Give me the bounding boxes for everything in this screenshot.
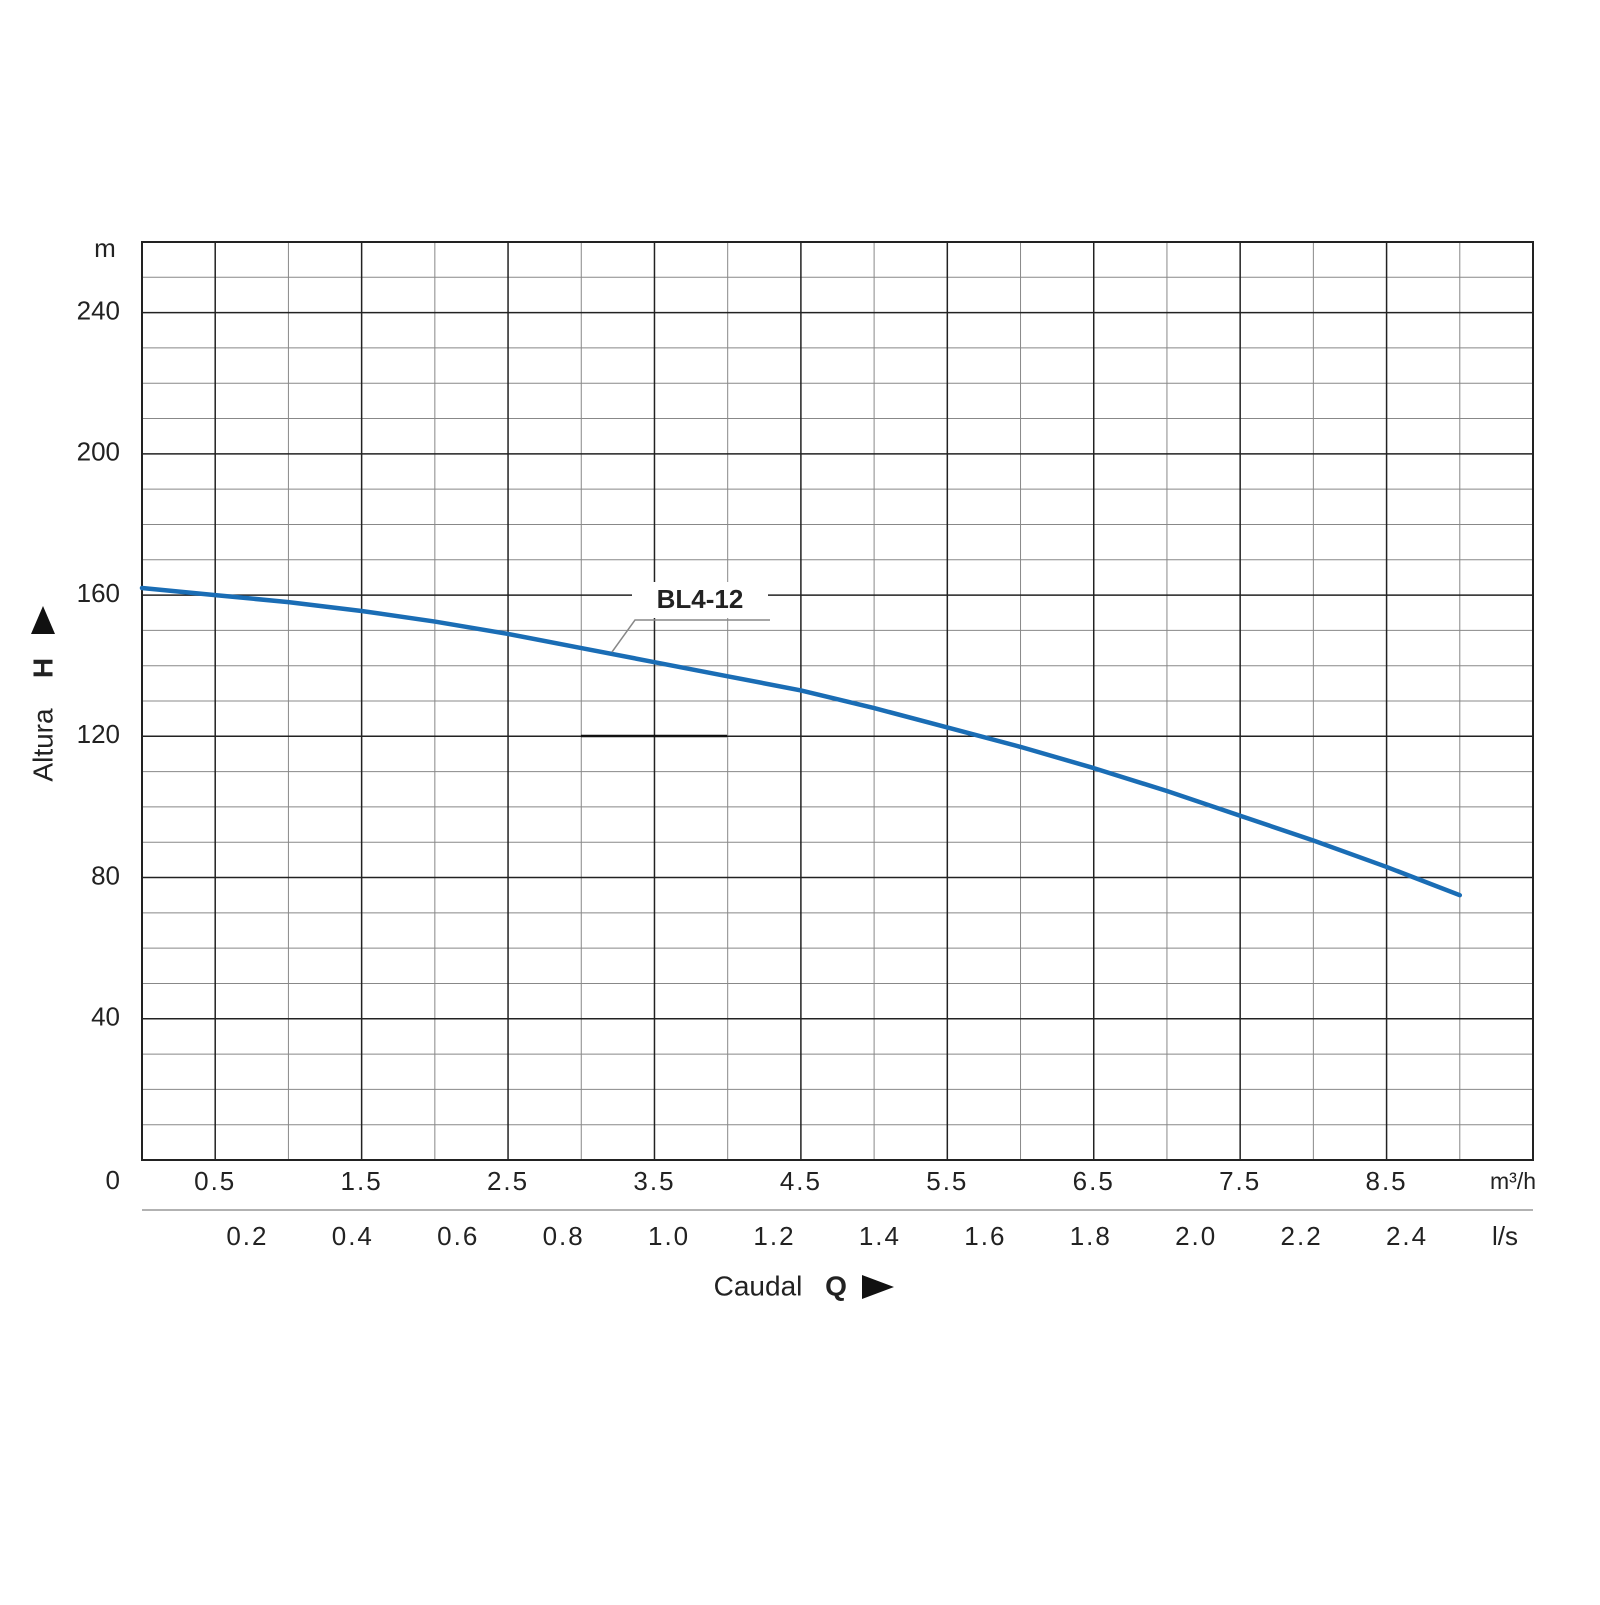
- y-tick-label: 200: [77, 437, 120, 467]
- x2-tick-label: 1.6: [964, 1221, 1006, 1251]
- x-axis-label: Caudal: [714, 1270, 803, 1301]
- curve: [139, 585, 1463, 898]
- y-tick-label: 240: [77, 295, 120, 325]
- y-unit: m: [94, 233, 116, 263]
- x2-tick-label: 1.8: [1070, 1221, 1112, 1251]
- x-tick-label: 7.5: [1219, 1166, 1261, 1196]
- x-tick-label: 1.5: [341, 1166, 383, 1196]
- x2-tick-label: 1.0: [648, 1221, 690, 1251]
- y-tick-label: 80: [91, 860, 120, 890]
- y-arrow: [31, 606, 55, 634]
- x2-tick-label: 0.4: [332, 1221, 374, 1251]
- y-tick-label: 0: [106, 1165, 120, 1195]
- y-tick-label: 120: [77, 719, 120, 749]
- x2-tick-label: 2.0: [1175, 1221, 1217, 1251]
- x-unit: m³/h: [1490, 1168, 1536, 1194]
- annotation-bg: [632, 582, 768, 618]
- x-tick-label: 8.5: [1366, 1166, 1408, 1196]
- x2-tick-label: 2.4: [1386, 1221, 1428, 1251]
- x2-unit: l/s: [1492, 1221, 1518, 1251]
- y-tick-label: 40: [91, 1002, 120, 1032]
- y-tick-label: 160: [77, 578, 120, 608]
- y-axis-label: Altura: [27, 708, 58, 782]
- leader-line: [611, 619, 770, 653]
- x2-tick-label: 0.8: [543, 1221, 585, 1251]
- x2-tick-label: 0.2: [226, 1221, 268, 1251]
- x-axis-symbol: Q: [825, 1270, 847, 1301]
- x-tick-label: 3.5: [633, 1166, 675, 1196]
- x-tick-label: 4.5: [780, 1166, 822, 1196]
- grid: [142, 242, 1533, 1160]
- x2-tick-label: 2.2: [1281, 1221, 1323, 1251]
- plot-frame: [141, 241, 1534, 1161]
- x2-tick-label: 1.4: [859, 1221, 901, 1251]
- x2-tick-label: 0.6: [437, 1221, 479, 1251]
- y-axis-symbol: H: [27, 658, 58, 678]
- annotation: BL4-12: [657, 584, 744, 614]
- x-tick-label: 0.5: [194, 1166, 236, 1196]
- x2-tick-label: 1.2: [753, 1221, 795, 1251]
- x-tick-label: 6.5: [1073, 1166, 1115, 1196]
- x-tick-label: 5.5: [926, 1166, 968, 1196]
- plot: [139, 585, 1463, 898]
- x-arrow: [862, 1275, 894, 1299]
- x-tick-label: 2.5: [487, 1166, 529, 1196]
